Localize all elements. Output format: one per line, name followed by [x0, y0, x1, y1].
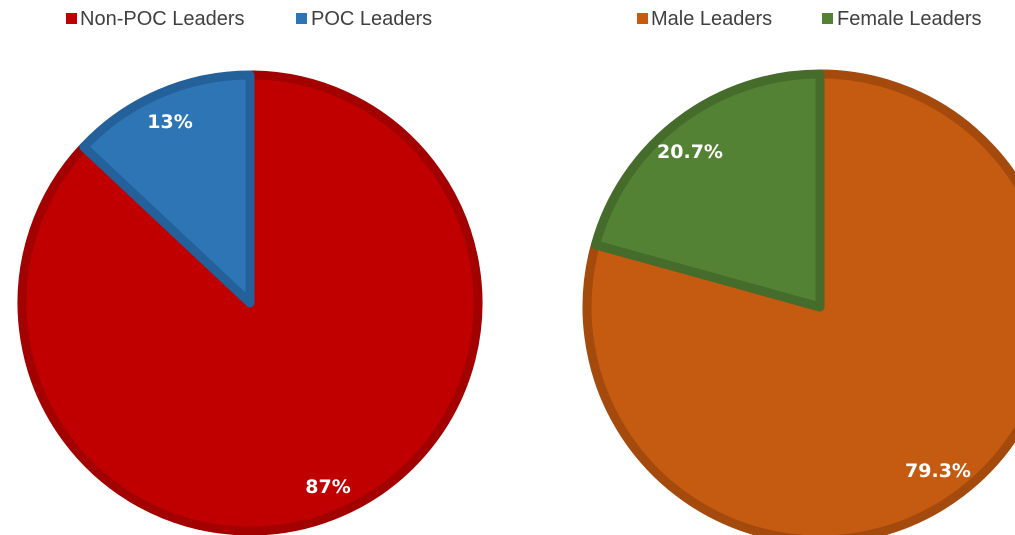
pie-chart-2: 79.3% 20.7% — [582, 69, 1015, 535]
pie-chart-1: 87% 13% — [17, 70, 483, 535]
slice-label-poc-leaders: 13% — [147, 111, 192, 133]
pie-slice-female-leaders — [590, 69, 825, 312]
legend-chart-1: Non-POC Leaders POC Leaders — [66, 8, 432, 30]
legend-swatch-non-poc-leaders — [66, 13, 77, 24]
legend-item-poc-leaders: POC Leaders — [296, 8, 432, 30]
pie-slice-poc-leaders — [79, 70, 255, 308]
legend-label-female-leaders: Female Leaders — [837, 8, 982, 30]
pie-slice-non-poc-leaders — [17, 70, 483, 535]
legend-item-male-leaders: Male Leaders — [637, 8, 772, 30]
legend-swatch-poc-leaders — [296, 13, 307, 24]
legend-label-male-leaders: Male Leaders — [651, 8, 772, 30]
legend-chart-2: Male Leaders Female Leaders — [637, 8, 982, 30]
slice-label-male-leaders: 79.3% — [905, 460, 971, 482]
legend-swatch-female-leaders — [822, 13, 833, 24]
slice-label-non-poc-leaders: 87% — [305, 476, 350, 498]
legend-label-poc-leaders: POC Leaders — [311, 8, 432, 30]
legend-item-female-leaders: Female Leaders — [822, 8, 982, 30]
legend-label-non-poc-leaders: Non-POC Leaders — [80, 8, 245, 30]
legend-swatch-male-leaders — [637, 13, 648, 24]
legend-item-non-poc-leaders: Non-POC Leaders — [66, 8, 245, 30]
slice-label-female-leaders: 20.7% — [657, 141, 723, 163]
